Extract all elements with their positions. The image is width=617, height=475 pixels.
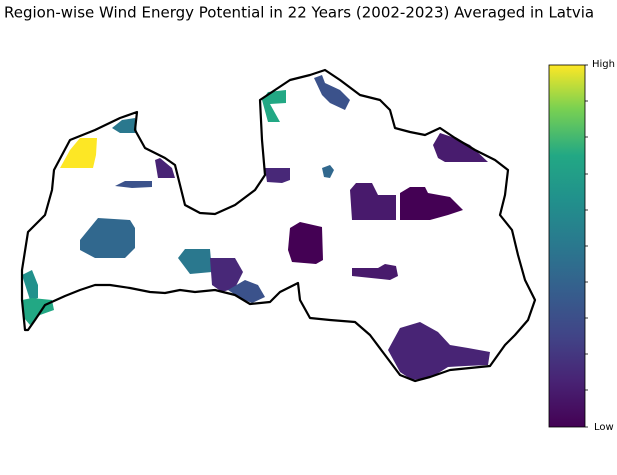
region: [210, 258, 243, 292]
colorbar-high-label: High: [592, 59, 615, 70]
region: [112, 118, 137, 133]
regions: [22, 75, 490, 380]
region: [314, 75, 350, 110]
region: [22, 270, 38, 300]
region: [228, 280, 265, 303]
region: [350, 183, 396, 220]
region: [288, 222, 323, 264]
region: [262, 90, 286, 122]
colorbar-gradient: [548, 64, 586, 428]
region: [80, 218, 135, 258]
colorbar-ticks: [585, 64, 588, 428]
region: [60, 138, 97, 168]
region: [322, 165, 334, 178]
region: [433, 133, 488, 162]
region: [178, 249, 212, 274]
region: [115, 181, 152, 188]
map-title: Region-wise Wind Energy Potential in 22 …: [4, 4, 594, 22]
region: [155, 158, 175, 178]
region: [400, 187, 463, 220]
country-outline: [20, 68, 537, 383]
colorbar-low-label: Low: [594, 422, 614, 433]
region: [388, 322, 490, 380]
colorbar: High Low: [548, 59, 615, 433]
region: [265, 168, 290, 183]
region: [352, 264, 398, 280]
